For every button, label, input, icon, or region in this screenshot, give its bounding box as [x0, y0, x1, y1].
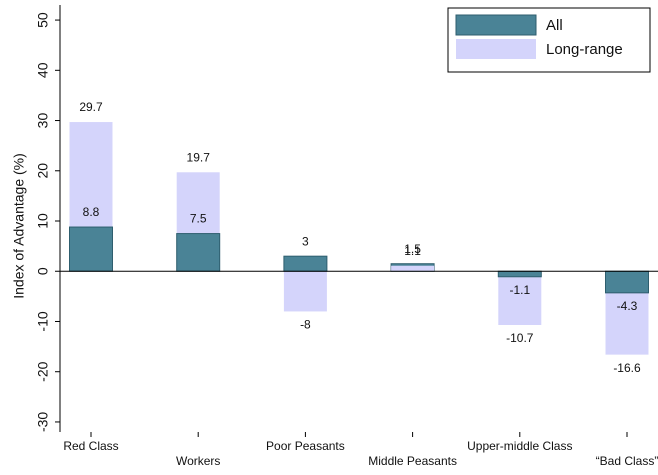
data-label: 3: [302, 234, 309, 248]
y-tick-label: -10: [35, 311, 51, 331]
y-tick-label: -30: [35, 412, 51, 432]
bar: [391, 265, 435, 272]
x-tick-label: Red Class: [63, 439, 118, 453]
y-tick-label: 20: [35, 163, 51, 179]
data-label: -1.1: [509, 283, 530, 297]
data-label: 8.8: [83, 205, 100, 219]
data-label: 29.7: [79, 100, 103, 114]
y-tick-label: 10: [35, 213, 51, 229]
bar: [498, 271, 542, 325]
data-label: -4.3: [617, 299, 638, 313]
bar: [176, 233, 221, 272]
data-label: -8: [300, 318, 311, 332]
x-tick-label: Middle Peasants: [368, 454, 457, 468]
x-tick-label: Upper-middle Class: [467, 439, 572, 453]
legend-swatch: [455, 14, 537, 36]
bar: [605, 270, 649, 294]
data-label: 1.5: [404, 242, 421, 256]
y-tick-label: 40: [35, 62, 51, 78]
data-label: -16.6: [613, 361, 641, 375]
y-axis-label: Index of Advantage (%): [11, 153, 27, 299]
bar: [497, 270, 542, 278]
x-tick-label: Workers: [176, 454, 220, 468]
bar: [69, 226, 113, 272]
y-tick-label: 50: [35, 12, 51, 28]
legend-label: All: [546, 17, 563, 34]
data-label: 7.5: [190, 212, 207, 226]
bar: [283, 271, 327, 312]
y-tick-label: -20: [35, 361, 51, 381]
legend-label: Long-range: [546, 41, 623, 58]
bar: [283, 255, 328, 272]
legend-swatch: [456, 39, 536, 59]
x-tick-label: Poor Peasants: [266, 439, 345, 453]
y-tick-label: 30: [35, 113, 51, 129]
data-label: 19.7: [187, 150, 211, 164]
x-tick-label: “Bad Class”: [596, 454, 658, 468]
y-tick-label: 0: [35, 267, 51, 275]
data-label: -10.7: [506, 331, 534, 345]
data-label: 1.1: [404, 244, 421, 258]
